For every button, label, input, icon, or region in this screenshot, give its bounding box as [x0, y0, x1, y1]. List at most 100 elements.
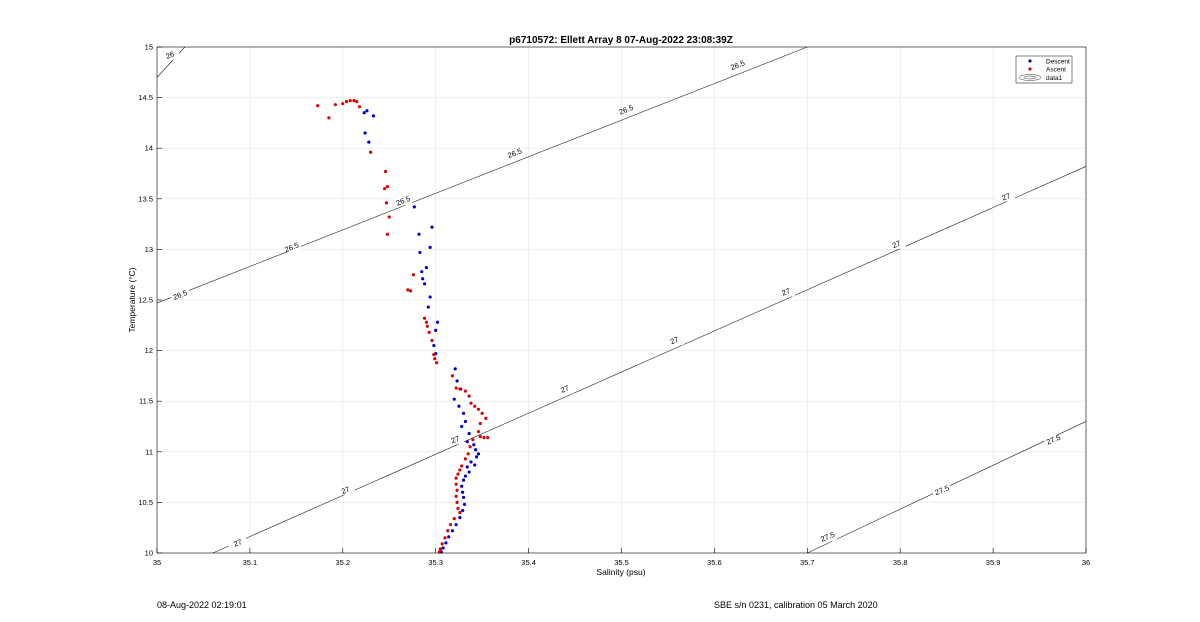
contour-label: 27.5	[934, 483, 951, 497]
descent-point	[455, 379, 459, 383]
descent-point	[444, 541, 448, 545]
ascent-point	[482, 436, 486, 440]
contour-label-bg	[728, 60, 747, 70]
descent-point	[460, 484, 464, 488]
contour-label-bg	[997, 192, 1016, 202]
legend: Descent Ascent data1	[1015, 55, 1073, 84]
contour-label: 26	[164, 49, 175, 60]
ascent-point	[383, 169, 388, 174]
contour-label: 27	[340, 485, 351, 496]
descent-point	[412, 205, 416, 209]
descent-point	[476, 452, 481, 456]
ascent-point	[476, 407, 481, 411]
ascent-point	[438, 547, 442, 551]
descent-point	[458, 515, 462, 520]
contour-label-bg	[665, 335, 684, 345]
ascent-point	[454, 482, 458, 486]
isopycnal-line	[156, 46, 186, 78]
ascent-point	[446, 529, 450, 533]
contour-label-bg	[505, 148, 524, 158]
ascent-point	[452, 516, 456, 521]
ascent-point	[352, 99, 356, 103]
x-tick-label: 35.2	[335, 558, 350, 567]
descent-point	[428, 245, 432, 249]
y-tick-label: 10.5	[138, 498, 153, 507]
ascent-point	[369, 150, 373, 154]
y-tick-label: 12.5	[138, 296, 153, 305]
ascent-point	[454, 494, 458, 498]
ascent-point	[357, 105, 362, 109]
ascent-point	[458, 468, 462, 472]
ascent-point	[463, 389, 468, 393]
ascent-point	[486, 436, 490, 440]
contour-label: 27	[559, 383, 570, 394]
descent-point	[441, 546, 445, 550]
chart-title: p6710572: Ellett Array 8 07-Aug-2022 23:…	[509, 35, 733, 46]
descent-point	[452, 397, 456, 401]
ascent-point	[348, 99, 352, 103]
x-tick-label: 35.6	[707, 558, 722, 567]
ascent-point	[443, 536, 447, 540]
ascent-point	[467, 394, 471, 398]
ascent-point	[427, 330, 431, 334]
ascent-point	[478, 421, 482, 426]
descent-point	[447, 535, 451, 539]
ascent-point	[473, 404, 477, 408]
descent-point	[465, 440, 469, 444]
ascent-point	[440, 542, 444, 546]
ascent-point	[432, 353, 436, 357]
contour-label: 27	[1001, 191, 1012, 202]
descent-point	[417, 232, 421, 236]
contour-label-bg	[394, 196, 413, 206]
descent-point	[426, 305, 430, 309]
contour-label: 27	[232, 537, 243, 548]
ascent-point	[387, 215, 391, 219]
ascent-point	[458, 510, 462, 515]
descent-point	[467, 470, 471, 474]
contour-label-bg	[555, 384, 574, 394]
ascent-point	[454, 386, 458, 390]
y-tick-label: 13.5	[138, 194, 153, 203]
y-tick-label: 14.5	[138, 93, 153, 102]
descent-point	[450, 529, 455, 533]
descent-point	[362, 111, 366, 115]
contour-label: 27	[450, 434, 461, 445]
contour-label-bg	[171, 290, 190, 300]
y-tick-label: 12	[145, 346, 153, 355]
contour-label-bg	[446, 435, 465, 445]
ascent-point	[450, 374, 455, 378]
contour-label-bg	[776, 287, 795, 297]
x-tick-label: 35.4	[521, 558, 536, 567]
descent-point	[463, 474, 468, 478]
y-tick-label: 13	[145, 245, 153, 254]
descent-point	[371, 114, 376, 118]
ascent-point	[433, 357, 437, 361]
ascent-point	[456, 472, 460, 476]
descent-point	[367, 140, 371, 144]
contour-label: 27	[891, 239, 902, 250]
contour-label-bg	[933, 485, 952, 495]
legend-contour-icon	[1018, 74, 1042, 81]
contour-label-bg	[282, 242, 301, 252]
legend-contour-icon-inner	[1023, 75, 1037, 80]
contour-label: 27	[780, 286, 791, 297]
ascent-point	[460, 464, 464, 468]
contour-label-bg	[617, 105, 636, 115]
ascent-point	[409, 289, 413, 293]
contour-label-bg	[336, 485, 355, 495]
descent-point	[465, 465, 469, 469]
contour-label: 26.5	[618, 103, 635, 117]
x-tick-label: 35.5	[614, 558, 629, 567]
ascent-point	[455, 488, 459, 492]
ascent-point	[333, 103, 337, 107]
ascent-point	[484, 416, 488, 421]
y-tick-label: 15	[145, 43, 153, 52]
grid	[157, 47, 1086, 553]
ascent-point	[355, 100, 359, 104]
ascent-point	[456, 506, 460, 511]
footer-calibration: SBE s/n 0231, calibration 05 March 2020	[714, 600, 878, 610]
contour-label-bg	[228, 538, 247, 548]
descent-point	[472, 443, 476, 447]
isopycnal-line	[156, 46, 808, 304]
